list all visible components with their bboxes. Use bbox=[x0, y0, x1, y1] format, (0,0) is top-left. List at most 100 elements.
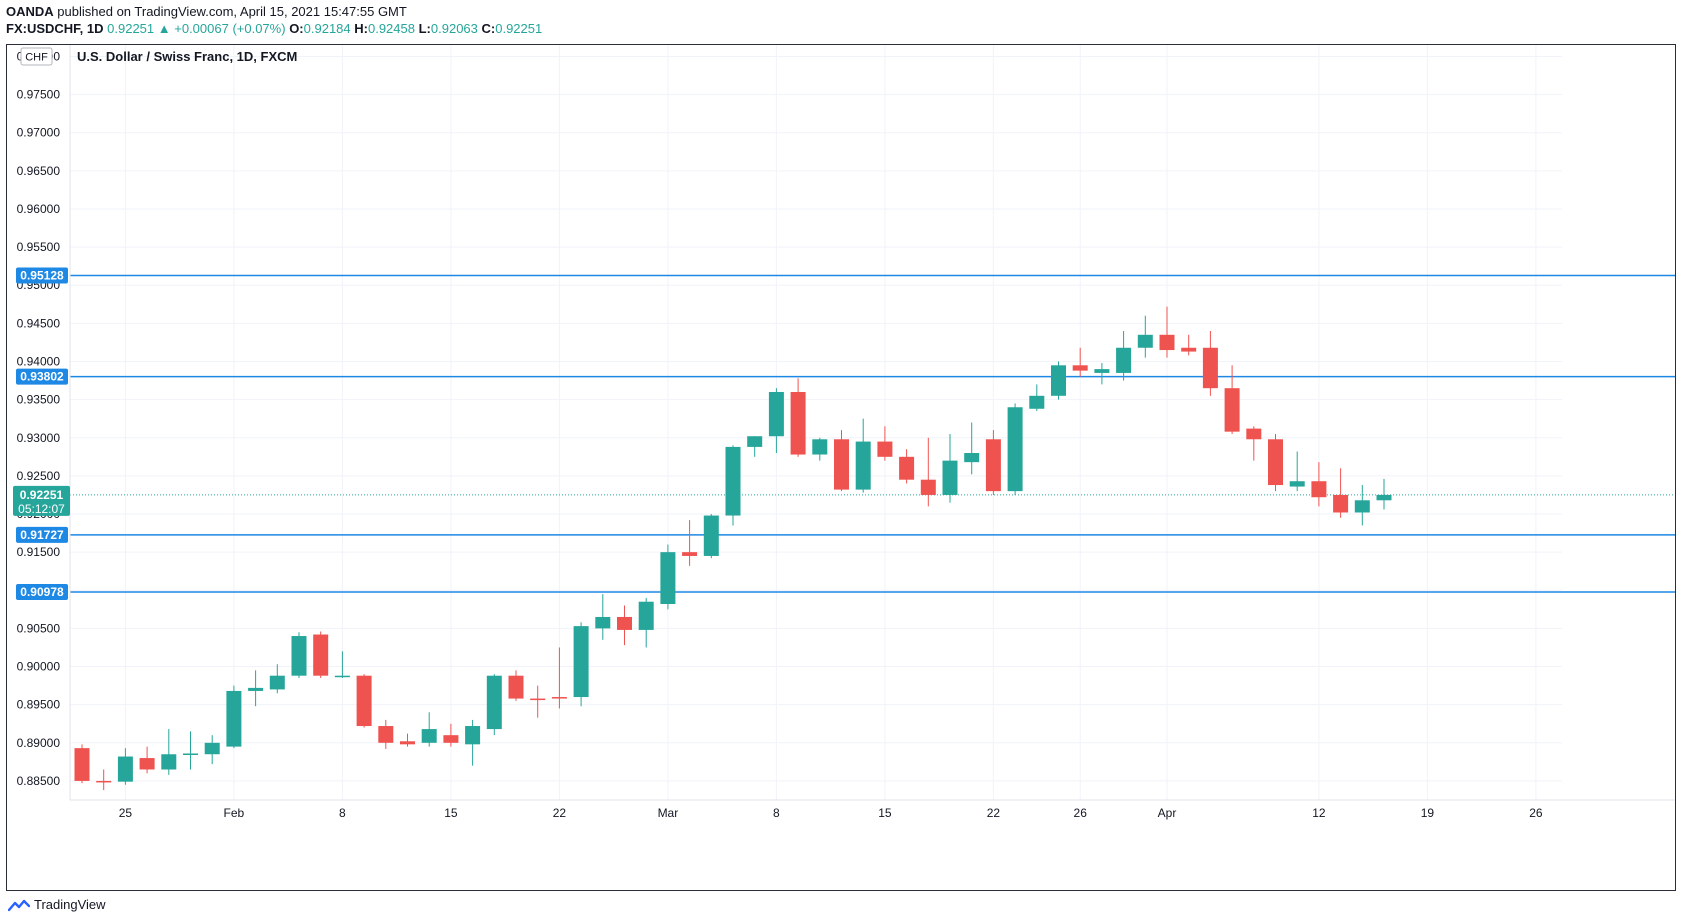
y-tick-label: 0.95500 bbox=[17, 240, 61, 254]
candle bbox=[1311, 462, 1327, 507]
candle-body bbox=[1289, 481, 1305, 487]
x-tick-label: 8 bbox=[339, 806, 346, 820]
candle bbox=[1072, 347, 1088, 377]
low-label: L: bbox=[418, 21, 431, 36]
y-tick-label: 0.94000 bbox=[17, 354, 61, 368]
level-price-tag bbox=[16, 583, 68, 600]
candle-body bbox=[617, 616, 632, 630]
candle-body bbox=[1072, 365, 1088, 371]
candle-body bbox=[443, 735, 459, 743]
candle bbox=[790, 378, 806, 457]
candle-body bbox=[1137, 334, 1153, 348]
x-tick-label: 22 bbox=[553, 806, 567, 820]
candle-body bbox=[1354, 500, 1370, 513]
candle bbox=[1051, 361, 1066, 400]
chart-title: U.S. Dollar / Swiss Franc, 1D, FXCM bbox=[77, 49, 297, 64]
candle bbox=[313, 631, 329, 678]
y-tick-label: 0.96000 bbox=[17, 202, 61, 216]
candle bbox=[573, 622, 589, 707]
candle-body bbox=[1029, 395, 1045, 409]
candle bbox=[964, 422, 980, 475]
candle-body bbox=[1202, 347, 1218, 389]
level-price-label: 0.90978 bbox=[20, 585, 64, 599]
low-value: 0.92063 bbox=[430, 21, 478, 36]
candle bbox=[378, 719, 394, 749]
candle-body bbox=[334, 675, 350, 678]
candle bbox=[812, 437, 828, 461]
candle bbox=[248, 670, 264, 707]
publisher-name: OANDA bbox=[6, 4, 54, 19]
currency-badge-label: CHF bbox=[25, 52, 48, 64]
candle bbox=[226, 685, 242, 749]
y-tick-label: 0.90000 bbox=[17, 660, 61, 674]
candle bbox=[291, 632, 307, 678]
y-tick-label: 0.92500 bbox=[17, 469, 61, 483]
candle bbox=[117, 748, 133, 785]
candle-body bbox=[1333, 494, 1349, 513]
candle-body bbox=[117, 756, 133, 782]
y-tick-label: 0.91500 bbox=[17, 545, 61, 559]
candle bbox=[443, 723, 459, 747]
candle-body bbox=[356, 675, 372, 727]
candle-body bbox=[964, 453, 980, 463]
candle bbox=[530, 685, 546, 718]
candle-body bbox=[812, 439, 828, 455]
x-tick-label: 19 bbox=[1421, 806, 1435, 820]
tradingview-logo-icon bbox=[8, 899, 30, 911]
candle bbox=[1181, 334, 1197, 356]
candle-body bbox=[486, 675, 502, 730]
high-label: H: bbox=[354, 21, 368, 36]
candle bbox=[682, 520, 698, 566]
candle bbox=[1376, 478, 1392, 510]
candle-body bbox=[248, 687, 264, 691]
price-chart[interactable]: 0.885000.890000.895000.900000.905000.910… bbox=[7, 45, 1675, 890]
y-tick-label: 0.97000 bbox=[17, 126, 61, 140]
open-value: 0.92184 bbox=[303, 21, 351, 36]
candle bbox=[638, 597, 654, 648]
candle-body bbox=[1051, 365, 1066, 396]
candle-body bbox=[269, 675, 285, 690]
candle bbox=[1268, 433, 1283, 492]
footer-brand: TradingView bbox=[34, 897, 106, 912]
level-price-tag bbox=[16, 368, 68, 385]
candle bbox=[1224, 365, 1240, 434]
candle-body bbox=[508, 675, 524, 699]
candle-body bbox=[985, 439, 1001, 492]
candle-body bbox=[595, 616, 611, 629]
candle bbox=[96, 769, 112, 791]
candle-body bbox=[1094, 369, 1110, 373]
candle bbox=[1159, 306, 1175, 358]
candle bbox=[1289, 451, 1305, 492]
y-tick-label: 0.88500 bbox=[17, 774, 61, 788]
candle-body bbox=[1246, 428, 1262, 440]
published-line: OANDA published on TradingView.com, Apri… bbox=[6, 4, 407, 19]
candle-body bbox=[204, 742, 220, 755]
level-price-tag bbox=[16, 526, 68, 543]
x-tick-label: 25 bbox=[119, 806, 133, 820]
level-price-tag bbox=[16, 267, 68, 284]
candle-body bbox=[920, 479, 936, 495]
candle bbox=[1094, 363, 1110, 385]
candle-layer bbox=[74, 306, 1392, 791]
candle bbox=[1116, 330, 1132, 381]
candle bbox=[942, 433, 958, 503]
candle-body bbox=[573, 626, 589, 698]
currency-badge: CHF bbox=[20, 47, 53, 66]
candle bbox=[183, 731, 198, 770]
x-tick-label: Mar bbox=[658, 806, 679, 820]
candle bbox=[660, 544, 676, 610]
candle bbox=[1354, 485, 1370, 526]
countdown-label: 05:12:07 bbox=[18, 502, 65, 516]
candle bbox=[877, 426, 893, 461]
y-tick-label: 0.96500 bbox=[17, 164, 61, 178]
grid-layer bbox=[70, 45, 1562, 800]
candle bbox=[985, 430, 1001, 495]
candle-body bbox=[725, 446, 741, 516]
candle bbox=[465, 719, 481, 766]
level-price-label: 0.91727 bbox=[20, 528, 64, 542]
chart-frame bbox=[6, 44, 1676, 891]
level-layer bbox=[70, 274, 1675, 593]
x-tick-label: 8 bbox=[773, 806, 780, 820]
candle-body bbox=[161, 754, 177, 770]
candle bbox=[508, 670, 524, 701]
